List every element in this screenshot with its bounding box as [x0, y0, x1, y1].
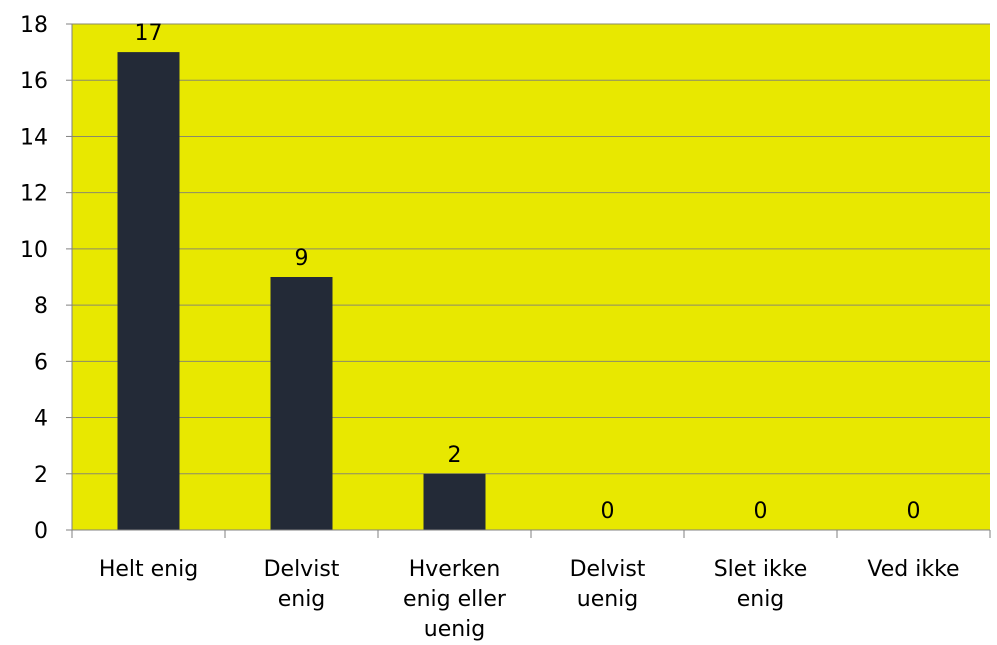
- y-axis-ticks: 0 2 4 6 8 10 12 14 16 18: [20, 13, 48, 544]
- data-label: 0: [601, 499, 615, 524]
- data-label: 9: [295, 246, 309, 271]
- x-tick-label: Hverken enig eller uenig: [403, 557, 507, 642]
- axes: [66, 23, 991, 538]
- x-tick-label: Delvist enig: [264, 557, 340, 612]
- x-tick-label-line: Delvist: [570, 557, 646, 582]
- y-tick-label: 18: [20, 13, 48, 38]
- bar: [270, 277, 333, 530]
- y-tick-label: 16: [20, 69, 48, 94]
- x-tick-label-line: enig eller: [403, 587, 507, 612]
- x-tick-label-line: Delvist: [264, 557, 340, 582]
- bar: [423, 473, 486, 530]
- bar: [117, 52, 180, 530]
- y-tick-label: 0: [34, 519, 48, 544]
- data-label: 0: [754, 499, 768, 524]
- data-labels: 17 9 2 0 0 0: [135, 21, 921, 524]
- x-tick-label-line: Helt enig: [99, 557, 198, 582]
- x-tick-label-line: uenig: [424, 617, 486, 642]
- bars: [117, 52, 486, 530]
- x-tick-label: Helt enig: [99, 557, 198, 582]
- x-tick-label-line: enig: [737, 587, 785, 612]
- x-axis-labels: Helt enig Delvist enig Hverken enig eller uen…: [99, 557, 960, 642]
- data-label: 17: [135, 21, 163, 46]
- x-tick-label: Ved ikke: [867, 557, 959, 582]
- x-tick-label-line: uenig: [577, 587, 639, 612]
- y-tick-label: 14: [20, 125, 48, 150]
- y-tick-label: 8: [34, 294, 48, 319]
- data-label: 2: [448, 443, 462, 468]
- y-tick-label: 10: [20, 238, 48, 263]
- x-tick-label-line: enig: [278, 587, 326, 612]
- data-label: 0: [907, 499, 921, 524]
- x-tick-label-line: Slet ikke: [714, 557, 808, 582]
- x-tick-label-line: Hverken: [409, 557, 501, 582]
- gridlines: [72, 23, 990, 475]
- y-tick-label: 6: [34, 350, 48, 375]
- y-tick-label: 2: [34, 463, 48, 488]
- y-tick-label: 12: [20, 182, 48, 207]
- x-tick-label: Slet ikke enig: [714, 557, 808, 612]
- x-tick-label: Delvist uenig: [570, 557, 646, 612]
- y-tick-label: 4: [34, 407, 48, 432]
- x-tick-label-line: Ved ikke: [867, 557, 959, 582]
- plot-area: [72, 24, 990, 530]
